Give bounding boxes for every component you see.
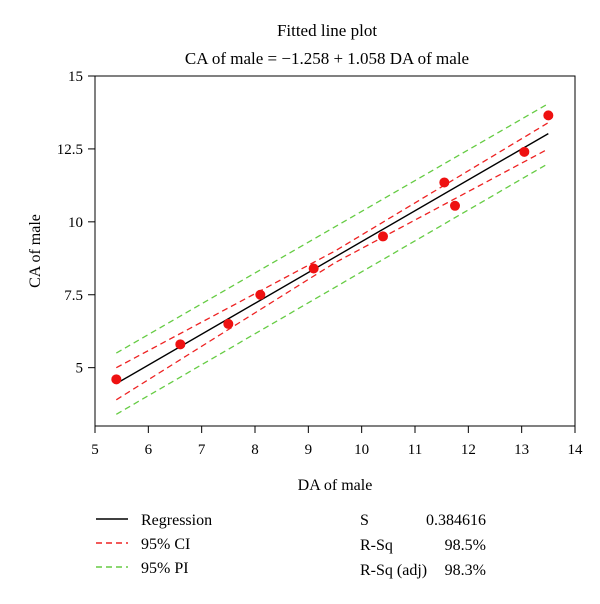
ci-upper-line bbox=[115, 122, 549, 369]
x-tick-label: 5 bbox=[91, 442, 99, 458]
data-point bbox=[223, 318, 234, 329]
plot-frame bbox=[94, 75, 576, 427]
pi-lower-line bbox=[115, 162, 549, 415]
legend-label: Regression bbox=[141, 512, 212, 529]
interval-bands bbox=[115, 103, 549, 415]
x-tick-label: 12 bbox=[461, 442, 476, 458]
data-points bbox=[111, 110, 554, 385]
x-tick-label: 14 bbox=[568, 442, 584, 458]
data-point bbox=[543, 110, 554, 121]
x-tick-label: 8 bbox=[251, 442, 259, 458]
y-tick-label: 12.5 bbox=[57, 142, 83, 158]
stat-name: S bbox=[360, 512, 369, 529]
regression-line-group bbox=[115, 132, 549, 385]
regression-line bbox=[115, 132, 549, 385]
legend-label: 95% CI bbox=[141, 536, 190, 553]
y-tick-label: 15 bbox=[68, 69, 83, 85]
legend: Regression 95% CI 95% PI bbox=[96, 512, 212, 577]
data-point bbox=[111, 374, 122, 385]
stat-name: R-Sq (adj) bbox=[360, 562, 427, 579]
chart-title: Fitted line plot bbox=[277, 21, 377, 40]
stat-value: 98.5% bbox=[445, 537, 486, 554]
data-point bbox=[175, 339, 186, 350]
x-tick-label: 13 bbox=[514, 442, 529, 458]
y-tick-label: 10 bbox=[68, 215, 83, 231]
x-axis-label: DA of male bbox=[298, 477, 373, 494]
ci-lower-line bbox=[115, 148, 549, 401]
data-point bbox=[450, 200, 460, 211]
x-tick-label: 9 bbox=[305, 442, 313, 458]
stat-name: R-Sq bbox=[360, 537, 393, 554]
y-axis: 5 7.5 10 12.5 15 bbox=[57, 69, 95, 377]
x-axis: 5 6 7 8 9 10 11 12 13 14 bbox=[91, 426, 583, 458]
stat-value: 98.3% bbox=[445, 562, 486, 579]
data-point bbox=[378, 231, 388, 242]
stats-box: S 0.384616 R-Sq 98.5% R-Sq (adj) 98.3% bbox=[360, 512, 486, 579]
legend-label: 95% PI bbox=[141, 560, 189, 577]
data-point bbox=[519, 146, 530, 157]
y-tick-label: 5 bbox=[76, 361, 84, 377]
x-tick-label: 10 bbox=[354, 442, 369, 458]
x-tick-label: 7 bbox=[198, 442, 206, 458]
pi-upper-line bbox=[115, 103, 549, 354]
chart-subtitle: CA of male = −1.258 + 1.058 DA of male bbox=[185, 49, 469, 68]
data-point bbox=[439, 177, 450, 188]
data-point bbox=[255, 289, 266, 300]
data-point bbox=[308, 263, 319, 274]
y-tick-label: 7.5 bbox=[64, 288, 83, 304]
x-tick-label: 11 bbox=[408, 442, 422, 458]
x-tick-label: 6 bbox=[145, 442, 153, 458]
y-axis-label: CA of male bbox=[27, 214, 44, 288]
stat-value: 0.384616 bbox=[426, 512, 486, 529]
